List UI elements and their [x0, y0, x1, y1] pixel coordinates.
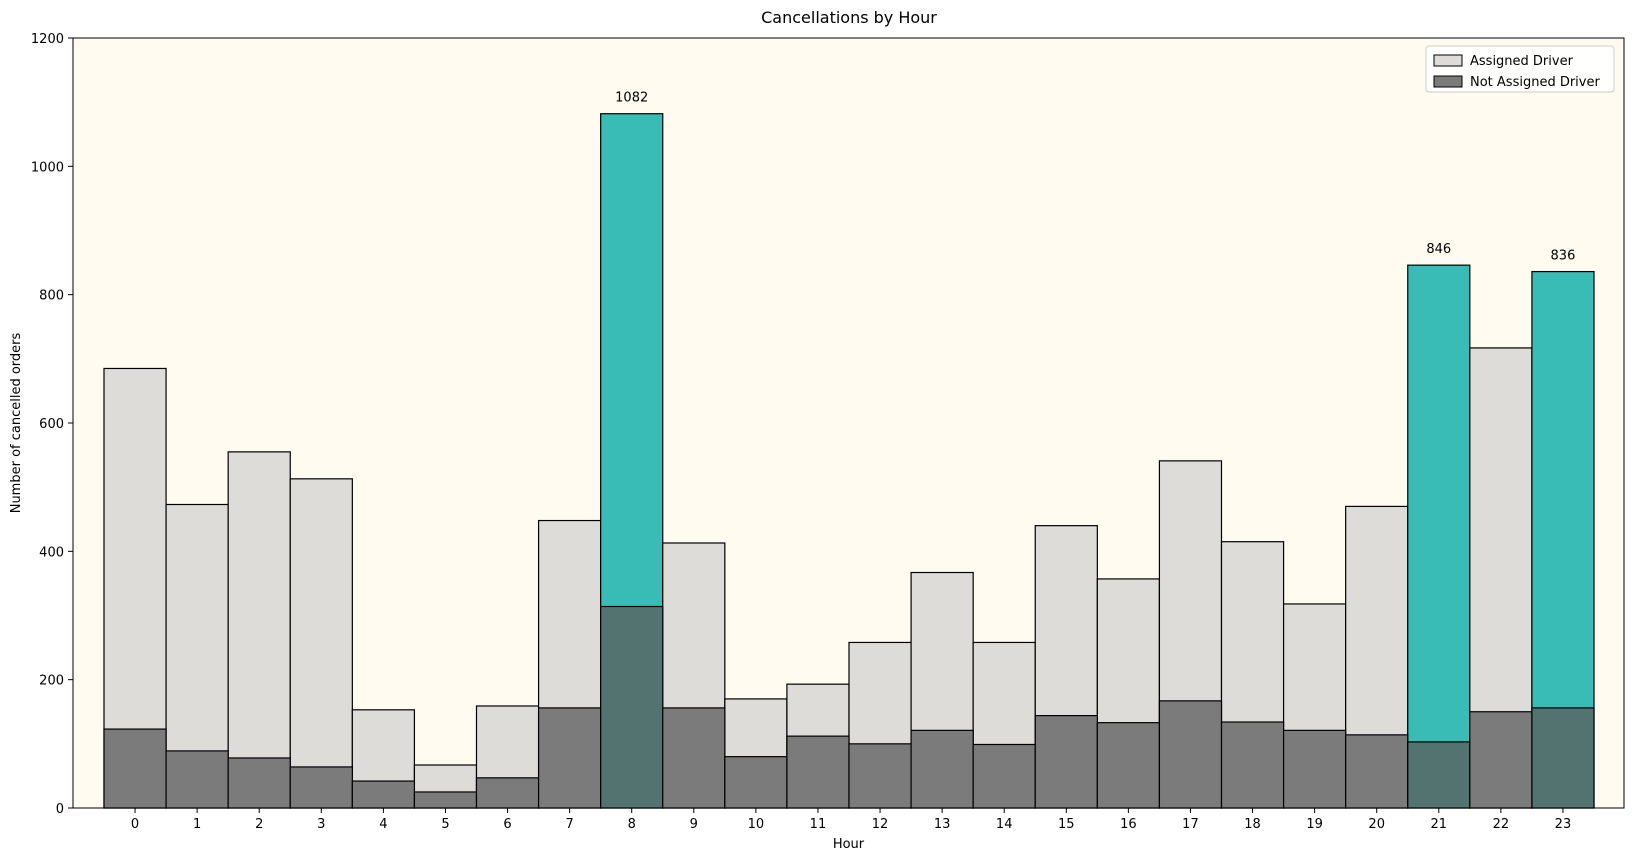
not-assigned-bar-9	[662, 707, 726, 809]
not-assigned-bar-7	[537, 707, 602, 809]
legend-entry-0: Assigned Driver	[1470, 54, 1574, 69]
x-tick-label-20: 20	[1368, 817, 1385, 832]
y-tick-label-1000: 1000	[31, 160, 64, 175]
x-tick-label-18: 18	[1244, 817, 1261, 832]
x-tick-label-12: 12	[872, 817, 889, 832]
x-tick-label-23: 23	[1555, 817, 1572, 832]
not-assigned-driver-bars	[103, 605, 1595, 809]
y-tick-label-1200: 1200	[31, 32, 64, 47]
assigned-bar-3	[289, 478, 353, 809]
not-assigned-bar-1	[165, 750, 229, 809]
not-assigned-bar-18	[1220, 721, 1285, 809]
not-assigned-bar-23	[1531, 707, 1595, 809]
x-tick-label-4: 4	[379, 817, 387, 832]
not-assigned-bar-12	[848, 743, 912, 809]
x-tick-label-15: 15	[1058, 817, 1075, 832]
x-tick-label-10: 10	[748, 817, 765, 832]
x-tick-label-11: 11	[810, 817, 827, 832]
x-tick-label-22: 22	[1493, 817, 1510, 832]
x-tick-label-9: 9	[690, 817, 698, 832]
not-assigned-bar-5	[413, 791, 478, 809]
y-tick-label-800: 800	[39, 289, 64, 304]
not-assigned-bar-3	[289, 766, 353, 809]
x-tick-label-17: 17	[1182, 817, 1199, 832]
x-tick-label-7: 7	[565, 817, 573, 832]
x-tick-label-5: 5	[441, 817, 449, 832]
data-label-21: 846	[1426, 242, 1451, 257]
x-tick-label-19: 19	[1306, 817, 1323, 832]
x-tick-label-1: 1	[193, 817, 201, 832]
assigned-driver-bars	[103, 113, 1595, 809]
data-label-23: 836	[1551, 249, 1576, 264]
y-tick-label-200: 200	[39, 674, 64, 689]
x-tick-label-16: 16	[1120, 817, 1137, 832]
y-tick-label-600: 600	[39, 417, 64, 432]
not-assigned-bar-13	[910, 729, 974, 809]
legend-box	[1425, 45, 1615, 93]
not-assigned-bar-8	[600, 605, 664, 809]
legend-swatch-0	[1433, 54, 1463, 67]
not-assigned-bar-2	[227, 757, 291, 809]
x-axis-label: Hour	[833, 837, 865, 852]
not-assigned-bar-0	[103, 728, 167, 809]
x-tick-label-0: 0	[131, 817, 139, 832]
x-tick-label-2: 2	[255, 817, 263, 832]
x-tick-label-14: 14	[996, 817, 1013, 832]
not-assigned-bar-14	[972, 743, 1036, 809]
x-tick-label-6: 6	[503, 817, 511, 832]
not-assigned-bar-16	[1096, 722, 1161, 809]
legend: Assigned Driver Not Assigned Driver	[1425, 45, 1615, 93]
x-tick-label-8: 8	[628, 817, 636, 832]
y-axis: 0 200 400 600 800 1000 1200	[31, 32, 73, 817]
x-tick-label-21: 21	[1431, 817, 1448, 832]
not-assigned-bar-22	[1469, 711, 1533, 809]
y-tick-label-400: 400	[39, 545, 64, 560]
y-axis-label: Number of cancelled orders	[9, 332, 24, 513]
legend-entry-1: Not Assigned Driver	[1470, 75, 1600, 90]
x-tick-label-3: 3	[317, 817, 325, 832]
x-axis: 0 1 2 3 4 5 6 7 8 9 10 11 12 13 14 15 16 17 18 19 20 21 22 23	[131, 808, 1571, 832]
assigned-bar-2	[227, 451, 291, 809]
not-assigned-bar-11	[786, 735, 850, 809]
not-assigned-bar-20	[1345, 734, 1409, 809]
not-assigned-bar-4	[351, 780, 416, 809]
not-assigned-bar-19	[1282, 729, 1347, 809]
y-tick-label-0: 0	[56, 802, 64, 817]
not-assigned-bar-15	[1034, 714, 1098, 809]
chart-title: Cancellations by Hour	[761, 8, 937, 27]
not-assigned-bar-21	[1407, 741, 1471, 809]
assigned-bar-21	[1407, 264, 1471, 809]
not-assigned-bar-6	[475, 777, 540, 809]
not-assigned-bar-17	[1158, 700, 1223, 809]
not-assigned-bar-10	[724, 756, 788, 809]
data-label-8: 1082	[615, 91, 648, 106]
data-labels: 1082 846 836	[615, 91, 1575, 264]
x-tick-label-13: 13	[934, 817, 951, 832]
legend-swatch-1	[1433, 75, 1463, 88]
